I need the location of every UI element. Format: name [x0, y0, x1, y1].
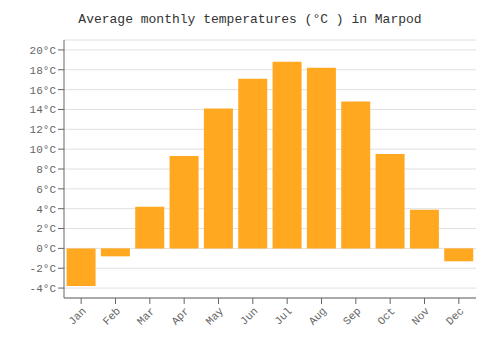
svg-text:Jun: Jun	[238, 305, 260, 327]
svg-text:-2°C: -2°C	[30, 263, 57, 275]
svg-text:12°C: 12°C	[30, 124, 57, 136]
svg-text:May: May	[204, 305, 227, 328]
svg-text:-4°C: -4°C	[30, 283, 57, 295]
svg-text:Mar: Mar	[135, 305, 157, 327]
svg-text:Sep: Sep	[341, 305, 363, 327]
svg-text:Aug: Aug	[307, 305, 329, 327]
svg-text:20°C: 20°C	[30, 45, 57, 57]
svg-text:10°C: 10°C	[30, 144, 57, 156]
svg-text:14°C: 14°C	[30, 104, 57, 116]
svg-text:Nov: Nov	[410, 305, 433, 328]
svg-text:Jan: Jan	[66, 305, 88, 327]
svg-text:18°C: 18°C	[30, 65, 57, 77]
svg-text:Dec: Dec	[444, 305, 466, 327]
svg-text:Apr: Apr	[169, 305, 191, 327]
svg-text:8°C: 8°C	[36, 164, 56, 176]
svg-text:0°C: 0°C	[36, 243, 56, 255]
svg-text:Oct: Oct	[375, 305, 397, 327]
svg-text:16°C: 16°C	[30, 85, 57, 97]
svg-text:Jul: Jul	[272, 305, 294, 327]
svg-text:4°C: 4°C	[36, 204, 56, 216]
svg-text:6°C: 6°C	[36, 184, 56, 196]
html-text:Average monthly temperatures (: Average monthly temperatures (°C ) in Ma…	[78, 12, 422, 27]
svg-text:Feb: Feb	[101, 305, 123, 327]
svg-text:2°C: 2°C	[36, 223, 56, 235]
